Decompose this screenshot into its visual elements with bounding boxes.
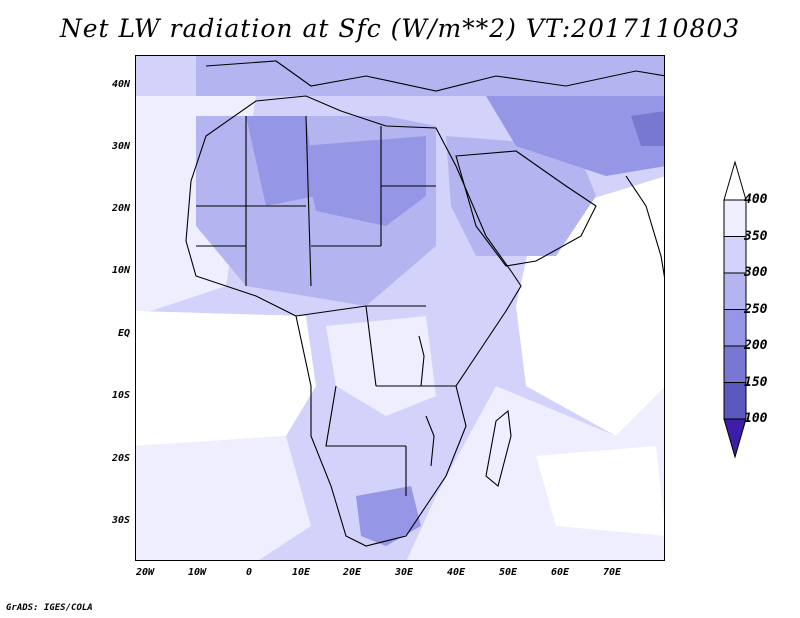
y-axis-tick-label: 30S	[111, 515, 130, 526]
y-axis-tick-label: 10N	[111, 265, 130, 276]
africa-coastline	[185, 95, 522, 547]
field-libya-egypt	[301, 136, 426, 226]
field-sahara-core	[246, 116, 316, 206]
central-borders	[295, 305, 456, 496]
field-south-africa	[356, 486, 421, 546]
x-axis-tick-label: 70E	[602, 567, 622, 578]
map-plot-area	[135, 55, 665, 561]
colorbar-segment	[723, 272, 747, 310]
colorbar-level-label: 300	[744, 265, 768, 280]
x-axis-tick-label: 40E	[446, 567, 466, 578]
x-axis-tick-label: 0	[245, 567, 253, 578]
europe-coastline	[205, 60, 664, 92]
chart-title: Net LW radiation at Sfc (W/m**2) VT:2017…	[59, 14, 741, 43]
y-axis-tick-label: 30N	[111, 141, 130, 152]
x-axis-tick-label: 20E	[342, 567, 362, 578]
y-axis-tick-label: 20N	[111, 203, 130, 214]
east-africa-lakes	[418, 335, 435, 467]
x-axis-tick-label: 50E	[498, 567, 518, 578]
colorbar-segment	[723, 345, 747, 383]
y-axis-tick-label: 40N	[111, 79, 130, 90]
arabia-coastline	[455, 150, 597, 267]
colorbar-segment	[723, 199, 747, 237]
footer-credit: GrADS: IGES/COLA	[6, 603, 93, 613]
madagascar-coastline	[485, 409, 512, 487]
field-middle-east-core	[486, 96, 664, 176]
field-equatorial-africa	[326, 316, 436, 416]
colorbar-level-label: 200	[744, 338, 768, 353]
y-axis-tick-label: EQ	[117, 328, 130, 339]
sahara-borders	[196, 115, 436, 287]
colorbar-level-label: 350	[744, 228, 768, 244]
colorbar-top-arrow	[723, 160, 747, 201]
colorbar-segment	[723, 382, 747, 420]
x-axis-tick-label: 30E	[394, 567, 414, 578]
x-axis-tick-label: 60E	[550, 567, 570, 578]
field-iran-peak	[631, 111, 664, 146]
field-ocean-indian-south	[536, 446, 664, 536]
colorbar-level-label: 250	[744, 301, 768, 317]
colorbar-level-label: 100	[744, 411, 768, 426]
x-axis-tick-label: 20W	[135, 567, 155, 578]
field-ocean-south-atlantic	[136, 436, 311, 560]
colorbar-level-label: 400	[744, 192, 768, 207]
coastlines	[185, 60, 664, 547]
field-arabia	[446, 136, 596, 256]
colorbar-segment	[723, 309, 747, 347]
x-axis-tick-label: 10E	[291, 567, 311, 578]
y-axis-tick-label: 20S	[111, 453, 130, 464]
colorbar-bottom-arrow	[723, 418, 747, 459]
colorbar-level-label: 150	[744, 374, 768, 390]
map-canvas	[136, 56, 664, 560]
field-ocean-gulf-guinea	[136, 311, 316, 446]
colorbar	[723, 160, 747, 459]
x-axis-tick-label: 10W	[187, 567, 207, 578]
radiation-field	[136, 56, 664, 560]
y-axis-tick-label: 10S	[111, 390, 130, 401]
india-coastline	[625, 175, 664, 278]
colorbar-segment	[723, 236, 747, 274]
